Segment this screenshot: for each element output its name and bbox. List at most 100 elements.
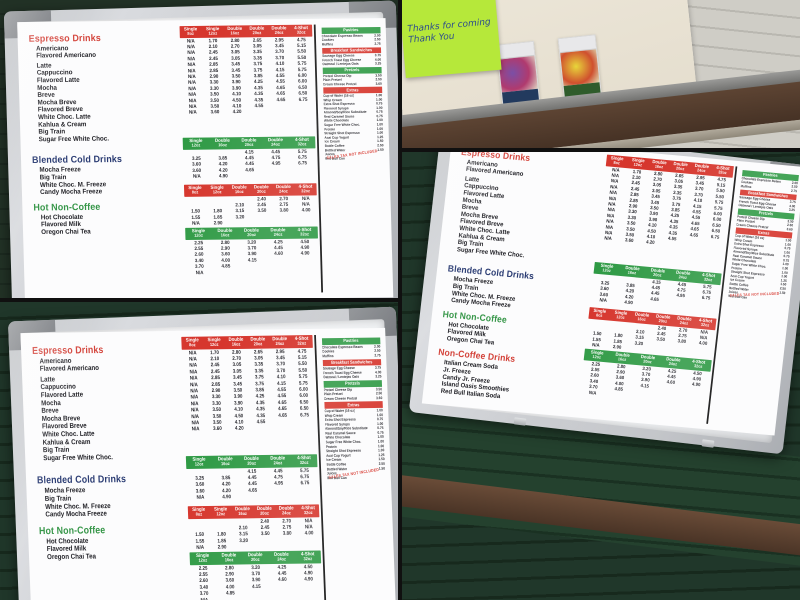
- item-name: Protein: [326, 444, 338, 449]
- item-price: 3.60: [375, 81, 382, 86]
- item-name: Bottled Water: [326, 466, 348, 472]
- price-cell: 3.85: [221, 473, 231, 481]
- price-cell: 3.45: [233, 380, 243, 387]
- price-cell: [212, 269, 239, 275]
- column-header: Double 20oz: [257, 504, 273, 516]
- price-cell: 5.15: [298, 353, 308, 360]
- price-row: N/A 2.90: [184, 219, 317, 226]
- price-cell: [292, 268, 319, 274]
- price-cell: [299, 536, 321, 543]
- espresso-item-list: Americano Flavored Americano Latte Cappu…: [456, 159, 601, 266]
- hot-non-coffee-item-list: Hot Chocolate Flavored Milk Oregon Chai …: [47, 535, 187, 561]
- price-cell: 4.45: [278, 569, 287, 576]
- board-inner: Espresso Drinks Americano Flavored Ameri…: [20, 318, 397, 600]
- column-header: Double 24oz: [279, 504, 295, 516]
- price-cell: 4.25: [255, 392, 265, 399]
- price-cell: 4.95: [274, 479, 284, 486]
- item-price: 0.75: [377, 430, 385, 435]
- price-cell: 2.45: [210, 361, 220, 368]
- price-cell: 6.50: [299, 398, 309, 405]
- price-cell: [270, 108, 292, 114]
- price-cell: 3.70: [251, 569, 261, 577]
- right-section-title-pretzels: Pretzels: [323, 379, 383, 387]
- right-section-title-breakfast: Breakfast Sandwiches: [321, 46, 381, 54]
- price-cell: [270, 595, 296, 600]
- item-name: Real Caramel Sauce: [325, 430, 357, 436]
- column-header: Double 20oz: [248, 550, 264, 562]
- price-cell: 4.90: [218, 172, 228, 179]
- price-cell: [299, 542, 321, 549]
- column-header: Single 12oz: [214, 505, 228, 517]
- price-cell: [277, 536, 299, 543]
- price-cell: 2.70: [232, 354, 242, 361]
- price-cell: [239, 268, 266, 274]
- price-table-cold: Single 8oz Single 12oz Double 16oz Double 20oz D…: [188, 503, 321, 550]
- price-cell: 2.85: [211, 373, 221, 381]
- price-cell: 2.10: [239, 523, 249, 531]
- column-header: Single 8oz: [183, 25, 197, 37]
- column-header: Double 16oz: [216, 227, 232, 238]
- price-cell: [211, 524, 233, 531]
- price-cell: 3.20: [251, 563, 261, 570]
- price-cell: 3.75: [255, 373, 265, 380]
- item-price: 3.25: [374, 61, 381, 66]
- list-item: Oregon Chai Tea: [47, 551, 97, 561]
- price-cell: 6.50: [300, 404, 310, 411]
- column-header: Single 12oz: [196, 551, 210, 563]
- price-cell: 4.85: [226, 589, 236, 596]
- column-header: 4-Shot 32oz: [293, 24, 308, 35]
- column-header: Double 24oz: [270, 454, 286, 466]
- item-name: Cup of Water (16 oz): [324, 408, 356, 413]
- price-cell: 6.00: [299, 391, 309, 399]
- price-cell: [233, 543, 255, 550]
- column-header: Double 16oz: [226, 25, 242, 36]
- price-cell: 2.55: [199, 570, 209, 577]
- price-cell: 3.60: [195, 480, 205, 487]
- price-cell: [265, 268, 292, 274]
- item-price: 1.25: [378, 452, 385, 457]
- price-cell: [240, 493, 266, 500]
- item-name: Pretzel Cheese Dip: [323, 387, 353, 392]
- price-cell: 2.80: [225, 563, 235, 571]
- column-header: 4-Shot 32oz: [294, 136, 309, 147]
- price-cell: 4.90: [304, 575, 314, 582]
- price-cell: 4.15: [247, 467, 257, 474]
- column-header: Double 24oz: [275, 183, 291, 194]
- price-cell: 3.45: [276, 353, 286, 361]
- column-header: Double 24oz: [269, 226, 285, 238]
- item-price: 1.00: [377, 421, 384, 426]
- price-table-header: Single 8oz Single 12oz Double 16oz Double 20oz D…: [183, 182, 317, 197]
- price-cell: N/A: [190, 374, 198, 381]
- price-cell: N/A: [188, 109, 197, 115]
- price-cell: 4.45: [274, 466, 284, 474]
- price-cell: 2.90: [217, 543, 227, 550]
- price-cell: 2.70: [282, 516, 292, 524]
- section-title-hot-non-coffee: Hot Non-Coffee: [39, 523, 106, 537]
- price-cell: 2.95: [276, 347, 286, 354]
- photo-panel-right-main: Espresso Drinks Americano Flavored Ameri…: [402, 152, 800, 600]
- column-header: Double 16oz: [218, 454, 234, 467]
- photo-panel-bottom-left: Espresso Drinks Americano Flavored Ameri…: [0, 302, 398, 600]
- price-cell: 2.45: [211, 367, 221, 374]
- price-cell: 3.60: [213, 424, 223, 432]
- item-name: Acai Cup Yogurt: [326, 453, 352, 458]
- price-cell: 5.75: [298, 372, 308, 379]
- price-cell: [266, 486, 292, 493]
- item-name: Oatmeal / Lentejas Oats: [323, 374, 360, 380]
- price-cell: 2.10: [210, 354, 220, 362]
- price-cell: [272, 418, 294, 425]
- menu-item-row: Muffins 2.75: [323, 353, 382, 358]
- price-cell: [210, 518, 232, 525]
- espresso-item-list: Americano Flavored Americano Latte Cappu…: [40, 355, 183, 462]
- photo-panel-top-right: Thanks for coming Thank You: [402, 0, 800, 148]
- price-cell: 4.20: [222, 486, 232, 493]
- price-cell: [244, 589, 270, 596]
- item-price: 1.00: [377, 434, 385, 439]
- menu-board: Espresso Drinks Americano Flavored Ameri…: [408, 152, 800, 455]
- menu-sheet: Espresso Drinks Americano Flavored Ameri…: [421, 152, 800, 436]
- section-title-hot-non-coffee: Hot Non-Coffee: [32, 201, 101, 213]
- price-cell: N/A: [191, 220, 200, 226]
- column-header: Single 8oz: [185, 336, 200, 348]
- column-header: Double 24oz: [270, 24, 286, 36]
- price-cell: 2.85: [211, 380, 221, 387]
